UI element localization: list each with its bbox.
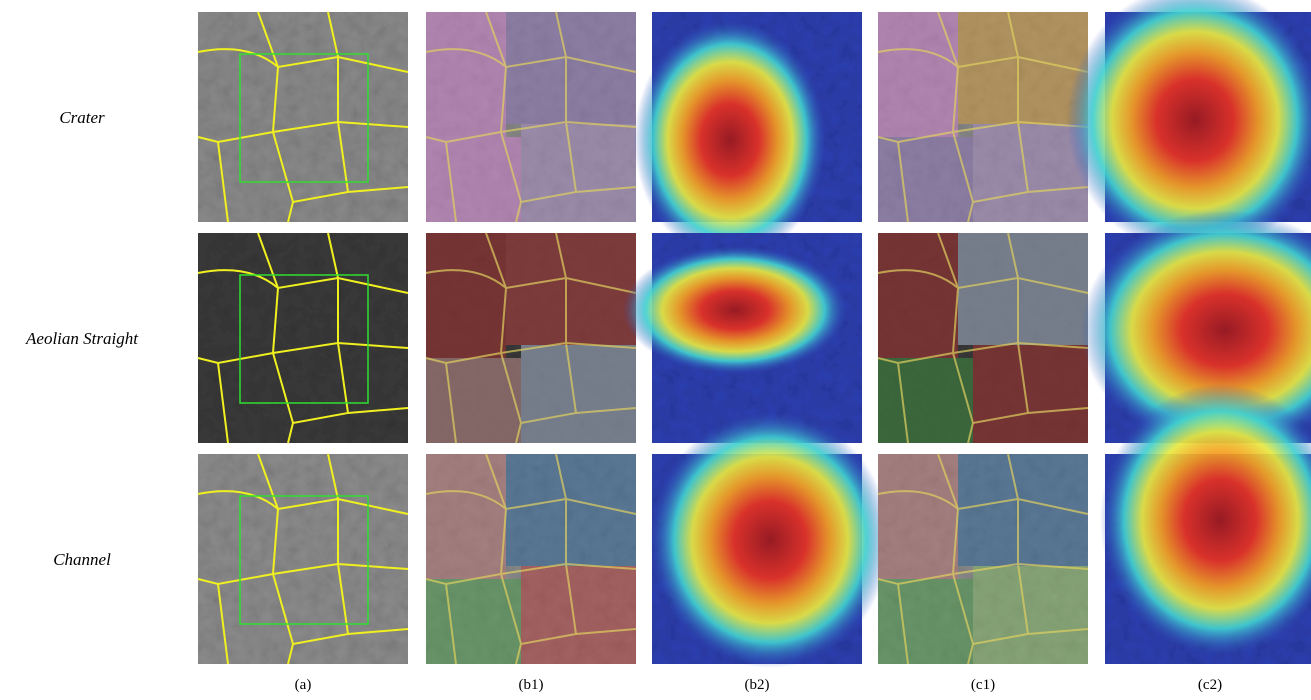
column-label: (b2) <box>745 677 770 693</box>
image-panel <box>198 454 408 664</box>
segment-overlay <box>973 345 1088 443</box>
image-panel <box>198 233 408 443</box>
panels <box>198 0 1311 668</box>
column-label: (c2) <box>1198 677 1222 693</box>
segment-overlay <box>426 454 506 579</box>
image-panel <box>878 233 1088 443</box>
heatmap <box>634 20 826 260</box>
segment-overlay <box>973 566 1088 664</box>
image-panel <box>426 233 636 443</box>
segment-overlay <box>521 124 636 222</box>
image-panel <box>198 12 408 222</box>
segment-overlay <box>878 233 958 358</box>
column-label: (b1) <box>519 677 544 693</box>
column-label: (a) <box>295 677 312 693</box>
segment-overlay <box>426 233 506 358</box>
segment-overlay <box>521 345 636 443</box>
page: Crater Aeolian Straight Channel (a) (b1) (b2)… <box>0 0 1311 695</box>
segment-overlay <box>878 454 958 579</box>
segment-overlay <box>878 12 958 137</box>
heatmap <box>650 412 890 668</box>
row-label: Crater <box>59 108 105 127</box>
row-label: Aeolian Straight <box>25 329 139 348</box>
column-label: (c1) <box>971 677 995 693</box>
segment-overlay <box>426 12 506 137</box>
segment-overlay <box>521 566 636 664</box>
image-panel <box>623 233 862 443</box>
image-panel <box>650 412 890 668</box>
image-panel <box>634 12 862 260</box>
image-panel <box>426 12 636 222</box>
figure: Crater Aeolian Straight Channel (a) (b1) (b2)… <box>0 0 1311 695</box>
image-panel <box>426 454 636 664</box>
heatmap <box>623 246 847 374</box>
row-label: Channel <box>53 550 111 569</box>
image-panel <box>878 454 1088 664</box>
image-panel <box>878 12 1088 222</box>
